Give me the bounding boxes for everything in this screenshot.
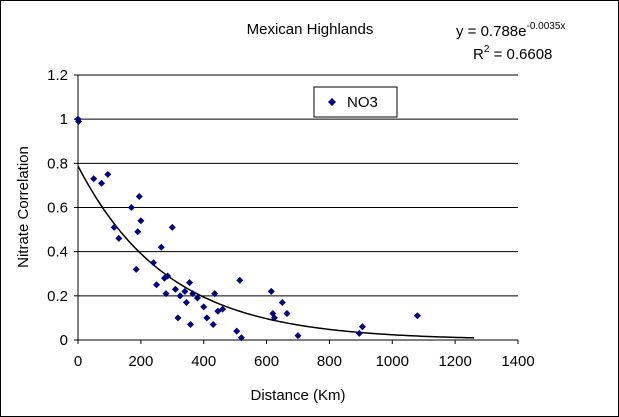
equation-base: y = 0.788e — [456, 23, 526, 40]
data-point — [164, 272, 172, 280]
data-point — [98, 179, 106, 187]
x-tick-label: 800 — [317, 353, 342, 370]
r-squared-prefix: R — [473, 46, 484, 63]
data-point — [219, 305, 227, 313]
data-point — [187, 321, 195, 329]
y-tick-label: 0 — [60, 332, 68, 349]
data-point — [134, 228, 142, 236]
data-point — [157, 243, 165, 251]
data-point — [189, 290, 197, 298]
data-point — [270, 314, 278, 322]
data-point — [115, 234, 123, 242]
y-tick-label: 0.4 — [47, 244, 68, 261]
x-tick-label: 1200 — [438, 353, 471, 370]
y-tick-label: 0.6 — [47, 200, 68, 217]
data-point — [211, 290, 219, 298]
data-point — [237, 334, 245, 342]
data-point — [162, 290, 170, 298]
y-tick-label: 0.2 — [47, 288, 68, 305]
data-points — [74, 115, 421, 342]
grid-lines — [78, 74, 518, 297]
data-point — [132, 265, 140, 273]
data-point — [233, 327, 241, 335]
chart-title: Mexican Highlands — [247, 21, 374, 38]
data-point — [193, 294, 201, 302]
data-point — [127, 204, 135, 211]
data-point — [176, 292, 184, 300]
data-point — [149, 259, 157, 267]
data-point — [236, 276, 244, 284]
data-point — [283, 310, 291, 317]
legend-label: NO3 — [347, 94, 378, 111]
data-point — [355, 329, 363, 337]
legend: NO3 — [313, 86, 398, 118]
data-point — [153, 281, 161, 289]
x-tick-label: 0 — [74, 353, 82, 370]
data-point — [137, 217, 145, 225]
data-point — [267, 287, 275, 295]
x-tick-label: 400 — [191, 353, 216, 370]
y-tick-label: 1 — [60, 111, 68, 128]
data-point — [90, 175, 98, 183]
legend-marker — [328, 98, 336, 106]
data-point — [209, 321, 217, 329]
x-tick-label: 1400 — [501, 353, 534, 370]
data-point — [200, 303, 208, 311]
x-tick-labels: 0 200 400 600 800 1000 1200 1400 — [74, 353, 535, 370]
data-point — [278, 298, 286, 306]
y-tick-label: 0.8 — [47, 155, 68, 172]
data-point — [186, 279, 194, 287]
data-point — [182, 298, 190, 306]
r-squared-superscript: 2 — [484, 44, 490, 55]
y-axis-title: Nitrate Correlation — [15, 146, 32, 268]
x-axis-title: Distance (Km) — [250, 387, 345, 404]
r-squared-value: = 0.6608 — [489, 46, 552, 63]
data-point — [174, 314, 182, 322]
x-tick-label: 1000 — [376, 353, 409, 370]
data-point — [110, 223, 118, 231]
equation-exponent: -0.0035x — [526, 21, 565, 32]
data-point — [171, 285, 179, 293]
r-squared: R2 = 0.6608 — [473, 44, 552, 63]
x-tick-label: 600 — [254, 353, 279, 370]
data-point — [75, 117, 83, 125]
trendline — [77, 165, 475, 339]
data-point — [135, 192, 143, 200]
data-point — [203, 314, 211, 322]
x-tick-label: 200 — [128, 353, 153, 370]
data-point — [294, 332, 302, 340]
data-point — [104, 170, 112, 178]
y-tick-label: 1.2 — [47, 67, 68, 84]
data-point — [181, 287, 189, 295]
y-tick-labels: 0 0.2 0.4 0.6 0.8 1 1.2 — [47, 67, 68, 349]
legend-box — [313, 86, 398, 118]
trendline-equation: y = 0.788e-0.0035x — [456, 21, 565, 40]
data-point — [168, 223, 176, 231]
data-point — [413, 312, 421, 320]
data-point — [358, 323, 366, 331]
